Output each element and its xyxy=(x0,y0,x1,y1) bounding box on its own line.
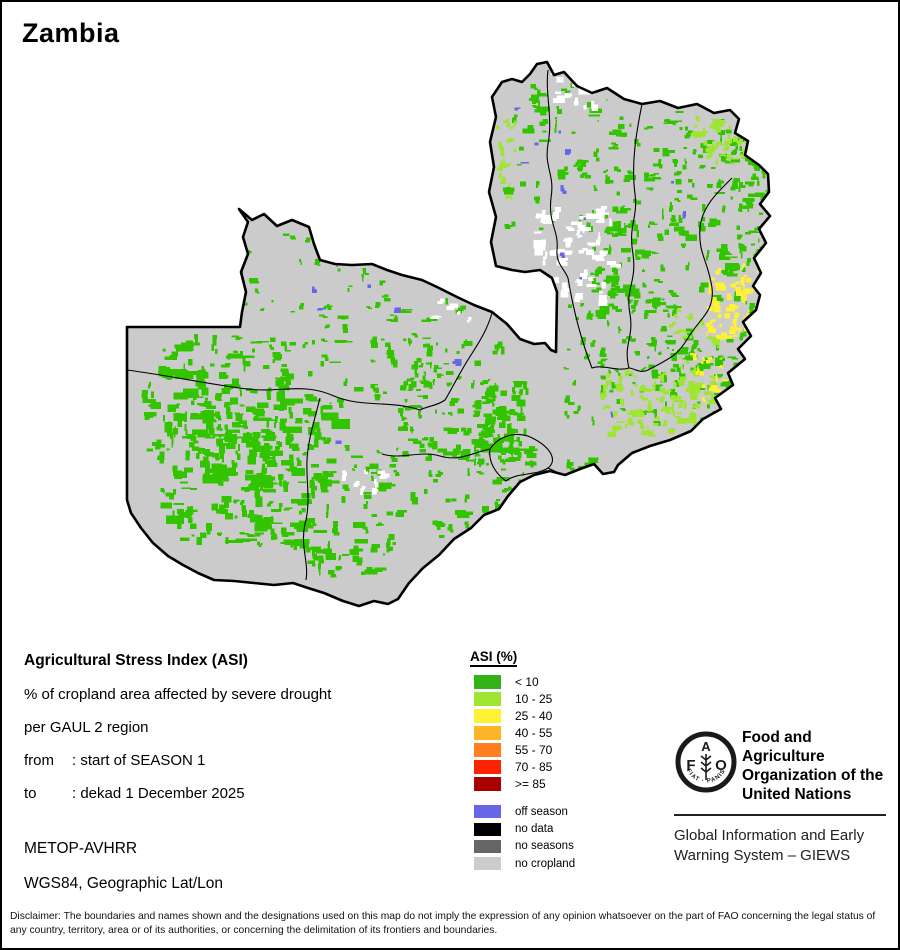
legend-row: 10 - 25 xyxy=(470,690,670,707)
legend-label: 25 - 40 xyxy=(515,708,553,723)
sensor-name: METOP-AVHRR xyxy=(24,840,138,857)
info-to-label: to xyxy=(24,785,37,802)
legend-label: no cropland xyxy=(515,857,576,870)
legend-row: < 10 xyxy=(470,673,670,690)
legend-swatch xyxy=(474,759,501,774)
legend-row: no seasons xyxy=(470,838,670,855)
legend-row: >= 85 xyxy=(470,775,670,792)
info-from: from : start of SEASON 1 xyxy=(24,752,454,769)
legend-gap xyxy=(470,792,670,803)
info-heading: Agricultural Stress Index (ASI) xyxy=(24,652,248,669)
info-to-value: : dekad 1 December 2025 xyxy=(72,785,245,802)
giews-label: Global Information and Early Warning Sys… xyxy=(674,826,890,865)
legend-row: off season xyxy=(470,803,670,820)
fao-branding: A F O FIAT · PANIS Food and Agriculture … xyxy=(674,728,890,865)
fao-logo-letter-f: F xyxy=(686,757,695,774)
asi-legend-rows: < 10 10 - 25 25 - 40 40 - 55 55 - 70 70 - 85 >… xyxy=(470,673,670,792)
legend-row: 70 - 85 xyxy=(470,758,670,775)
legend-label: < 10 xyxy=(515,674,539,689)
info-from-value: : start of SEASON 1 xyxy=(72,752,206,769)
wheat-ear-icon xyxy=(700,754,712,780)
legend-row: 55 - 70 xyxy=(470,741,670,758)
org-line-1: Food and Agriculture xyxy=(742,729,825,765)
legend-swatch xyxy=(474,822,501,836)
brand-divider xyxy=(674,814,886,816)
asi-legend: ASI (%) < 10 10 - 25 25 - 40 40 - 55 55 - 70… xyxy=(470,648,670,873)
legend-label: no data xyxy=(515,823,554,836)
org-line-2: Organization of the xyxy=(742,767,884,784)
fao-logo-letter-o: O xyxy=(715,757,727,774)
legend-swatch xyxy=(474,776,501,791)
legend-swatch xyxy=(474,839,501,853)
fao-org-name: Food and Agriculture Organization of the… xyxy=(742,728,890,804)
giews-line-2: Warning System – GIEWS xyxy=(674,846,851,864)
info-line-1: % of cropland area affected by severe dr… xyxy=(24,686,332,703)
province-boundaries xyxy=(127,69,733,581)
info-from-label: from xyxy=(24,752,54,769)
info-to: to : dekad 1 December 2025 xyxy=(24,785,454,802)
legend-swatch xyxy=(474,674,501,689)
giews-line-1: Global Information and Early xyxy=(674,827,865,844)
legend-label: 70 - 85 xyxy=(515,759,553,774)
projection-name: WGS84, Geographic Lat/Lon xyxy=(24,875,224,892)
legend-swatch xyxy=(474,805,501,819)
fao-logo-letter-a: A xyxy=(701,739,711,754)
legend-row: no cropland xyxy=(470,855,670,872)
other-legend-rows: off season no data no seasons no cropland xyxy=(470,803,670,873)
legend-label: 55 - 70 xyxy=(515,742,553,757)
legend-row: 25 - 40 xyxy=(470,707,670,724)
info-block: Agricultural Stress Index (ASI) % of cro… xyxy=(24,652,454,818)
legend-swatch xyxy=(474,742,501,757)
legend-swatch xyxy=(474,691,501,706)
legend-row: no data xyxy=(470,820,670,837)
legend-swatch xyxy=(474,725,501,740)
fao-header: A F O FIAT · PANIS Food and Agriculture … xyxy=(674,728,890,804)
legend-label: off season xyxy=(515,805,568,818)
legend-swatch xyxy=(474,708,501,723)
legend-label: no seasons xyxy=(515,840,574,853)
legend-row: 40 - 55 xyxy=(470,724,670,741)
legend-label: 10 - 25 xyxy=(515,691,553,706)
legend-label: 40 - 55 xyxy=(515,725,553,740)
fao-logo-icon: A F O FIAT · PANIS xyxy=(675,731,737,793)
info-line-2: per GAUL 2 region xyxy=(24,719,149,736)
org-line-3: United Nations xyxy=(742,786,852,803)
page-title: Zambia xyxy=(22,18,120,48)
legend-title: ASI (%) xyxy=(470,649,518,667)
sensor-block: METOP-AVHRR WGS84, Geographic Lat/Lon xyxy=(24,840,454,910)
legend-label: >= 85 xyxy=(515,776,546,791)
disclaimer-text: Disclaimer: The boundaries and names sho… xyxy=(10,911,876,936)
legend-swatch xyxy=(474,857,501,871)
